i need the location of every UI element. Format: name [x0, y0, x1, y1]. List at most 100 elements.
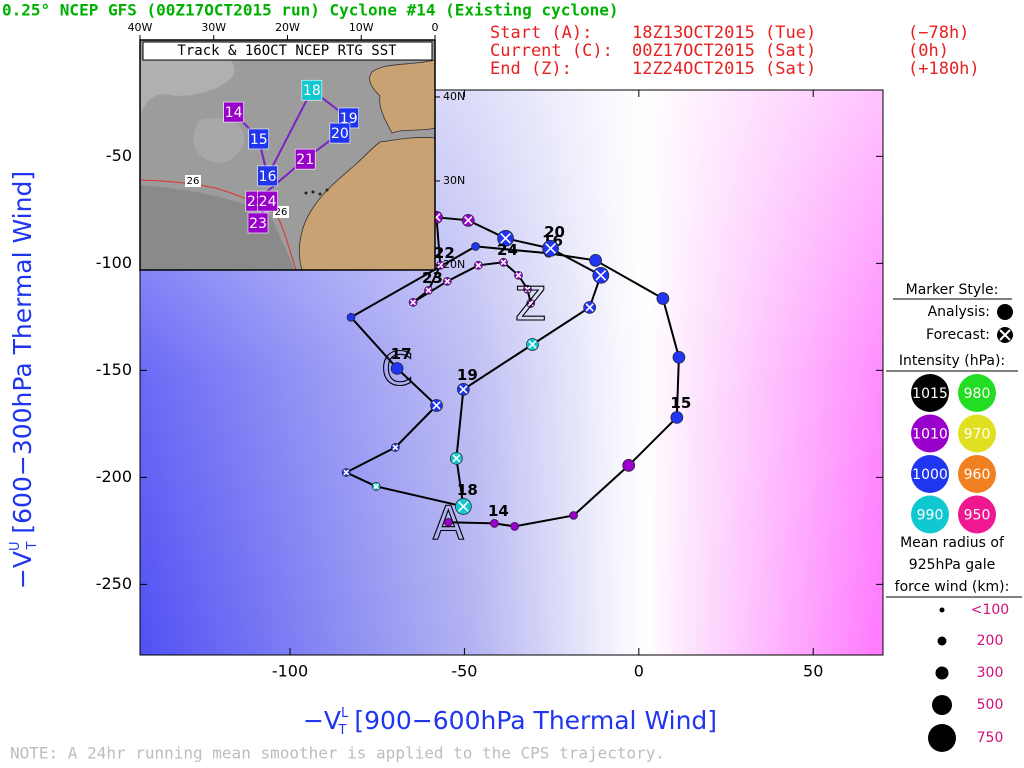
- size-swatch: [937, 636, 947, 646]
- analysis-point: [589, 254, 602, 267]
- ocean-shade: [140, 185, 295, 270]
- x-tick-label: -50: [451, 662, 477, 681]
- size-swatch: [939, 607, 945, 613]
- point-dot: [670, 411, 684, 424]
- x-tick-label: -100: [272, 662, 308, 681]
- forecast-point: [457, 383, 470, 396]
- forecast-cross: [452, 454, 461, 463]
- forecast-cross: [500, 259, 507, 266]
- point-dot: [490, 519, 499, 528]
- x-axis-label-part: L: [341, 706, 349, 721]
- inset-track-box: [329, 122, 351, 144]
- sst-label: 26: [275, 207, 288, 218]
- ocean-shade: [193, 118, 245, 163]
- point-label: 15: [670, 394, 691, 412]
- inset-track-box: [248, 128, 270, 150]
- y-tick-label: -150: [96, 360, 132, 379]
- point-label: 14: [488, 502, 509, 520]
- sst-label-box: [185, 175, 201, 187]
- legend-title: force wind (km):: [895, 579, 1010, 595]
- forecast-point: [497, 229, 514, 247]
- inset-title: Track & 16OCT NCEP RTG SST: [177, 43, 397, 59]
- header: Start (A): 18Z13OCT2015 (Tue) (−78h) Curren…: [490, 23, 980, 79]
- forecast-cross: [527, 300, 534, 307]
- forecast-cross: [392, 444, 399, 451]
- point-label: 23: [422, 269, 443, 287]
- intensity-swatch: [911, 374, 949, 412]
- header-label: Current (C):: [490, 41, 613, 61]
- note: NOTE: A 24hr running mean smoother is ap…: [10, 744, 665, 763]
- x-tick-label: 0: [634, 662, 644, 681]
- forecast-cross: [515, 272, 522, 279]
- x-axis-label-part: [900−600hPa Thermal Wind]: [346, 706, 717, 735]
- point-dot: [471, 242, 480, 251]
- y-axis-label-part: −V: [8, 551, 37, 589]
- inset-track-box: [301, 79, 323, 101]
- forecast-point: [474, 260, 483, 270]
- sst-label: 26: [187, 176, 200, 187]
- islands: [304, 188, 329, 196]
- inset-track-box: [223, 101, 244, 123]
- analysis-symbol: [997, 304, 1013, 320]
- intensity-label: 1015: [912, 386, 948, 402]
- forecast-cross: [425, 287, 432, 294]
- point-label: 20: [544, 223, 565, 241]
- forecast-cross: [500, 232, 511, 244]
- inset-title-box: [142, 41, 433, 61]
- inset-track-label: 18: [303, 83, 321, 99]
- point-dot: [444, 517, 453, 527]
- island: [311, 190, 315, 194]
- x-tick-label: 50: [803, 662, 823, 681]
- forecast-point: [341, 468, 351, 477]
- lat-tick-label: 40N: [443, 90, 465, 103]
- intensity-swatch: [958, 495, 996, 534]
- y-tick-label: -200: [96, 467, 132, 486]
- forecast-cross: [585, 303, 594, 312]
- legend: Marker Style: Analysis: Forecast: Intens…: [886, 282, 1022, 752]
- forecast-cross: [595, 269, 607, 281]
- y-tick-label: -100: [96, 253, 132, 272]
- inset-track-label: 14: [225, 105, 243, 121]
- size-swatch: [935, 666, 949, 680]
- y-tick-label: -250: [96, 574, 132, 593]
- intensity-swatch: [958, 374, 996, 412]
- axes: -100 -50 0 50-50-100-150-200-250−VL T [900−6…: [8, 90, 883, 738]
- intensity-swatch: [911, 495, 949, 534]
- track-marker: A: [433, 496, 465, 550]
- header-label: End (Z):: [490, 59, 572, 79]
- intensity-label: 1000: [912, 467, 948, 483]
- forecast-point: [371, 482, 381, 491]
- lon-tick-label: 20W: [275, 21, 300, 34]
- lon-tick-label: 30W: [201, 21, 226, 34]
- lon-tick-label: 10W: [349, 21, 374, 34]
- inset-track-label: 21: [296, 152, 314, 168]
- size-label: 300: [977, 665, 1004, 681]
- intensity-swatch: [911, 455, 949, 493]
- analysis-point: [346, 312, 356, 322]
- forecast-cross: [444, 278, 451, 285]
- forecast-cross: [545, 243, 556, 254]
- island: [318, 192, 322, 196]
- intensity-swatch: [958, 414, 996, 453]
- header-label: Start (A):: [490, 23, 592, 43]
- forecast-point: [526, 338, 539, 351]
- x-axis-label-part: −V: [303, 706, 341, 735]
- land: [369, 59, 436, 134]
- header-offset: (−78h): [908, 23, 969, 43]
- point-dot: [622, 459, 636, 472]
- ocean-shade: [140, 60, 235, 120]
- analysis-point: [622, 459, 636, 472]
- forecast-point: [526, 299, 536, 308]
- intensity-label: 960: [964, 467, 991, 483]
- intensity-label: 950: [964, 508, 991, 524]
- forecast-point: [542, 240, 559, 257]
- header-date: 18Z13OCT2015 (Tue): [632, 23, 816, 43]
- size-label: 500: [977, 697, 1004, 713]
- point-label: 18: [457, 481, 478, 499]
- legend-label: Analysis:: [928, 304, 990, 320]
- forecast-cross: [437, 262, 444, 269]
- track-marker: C: [381, 342, 413, 396]
